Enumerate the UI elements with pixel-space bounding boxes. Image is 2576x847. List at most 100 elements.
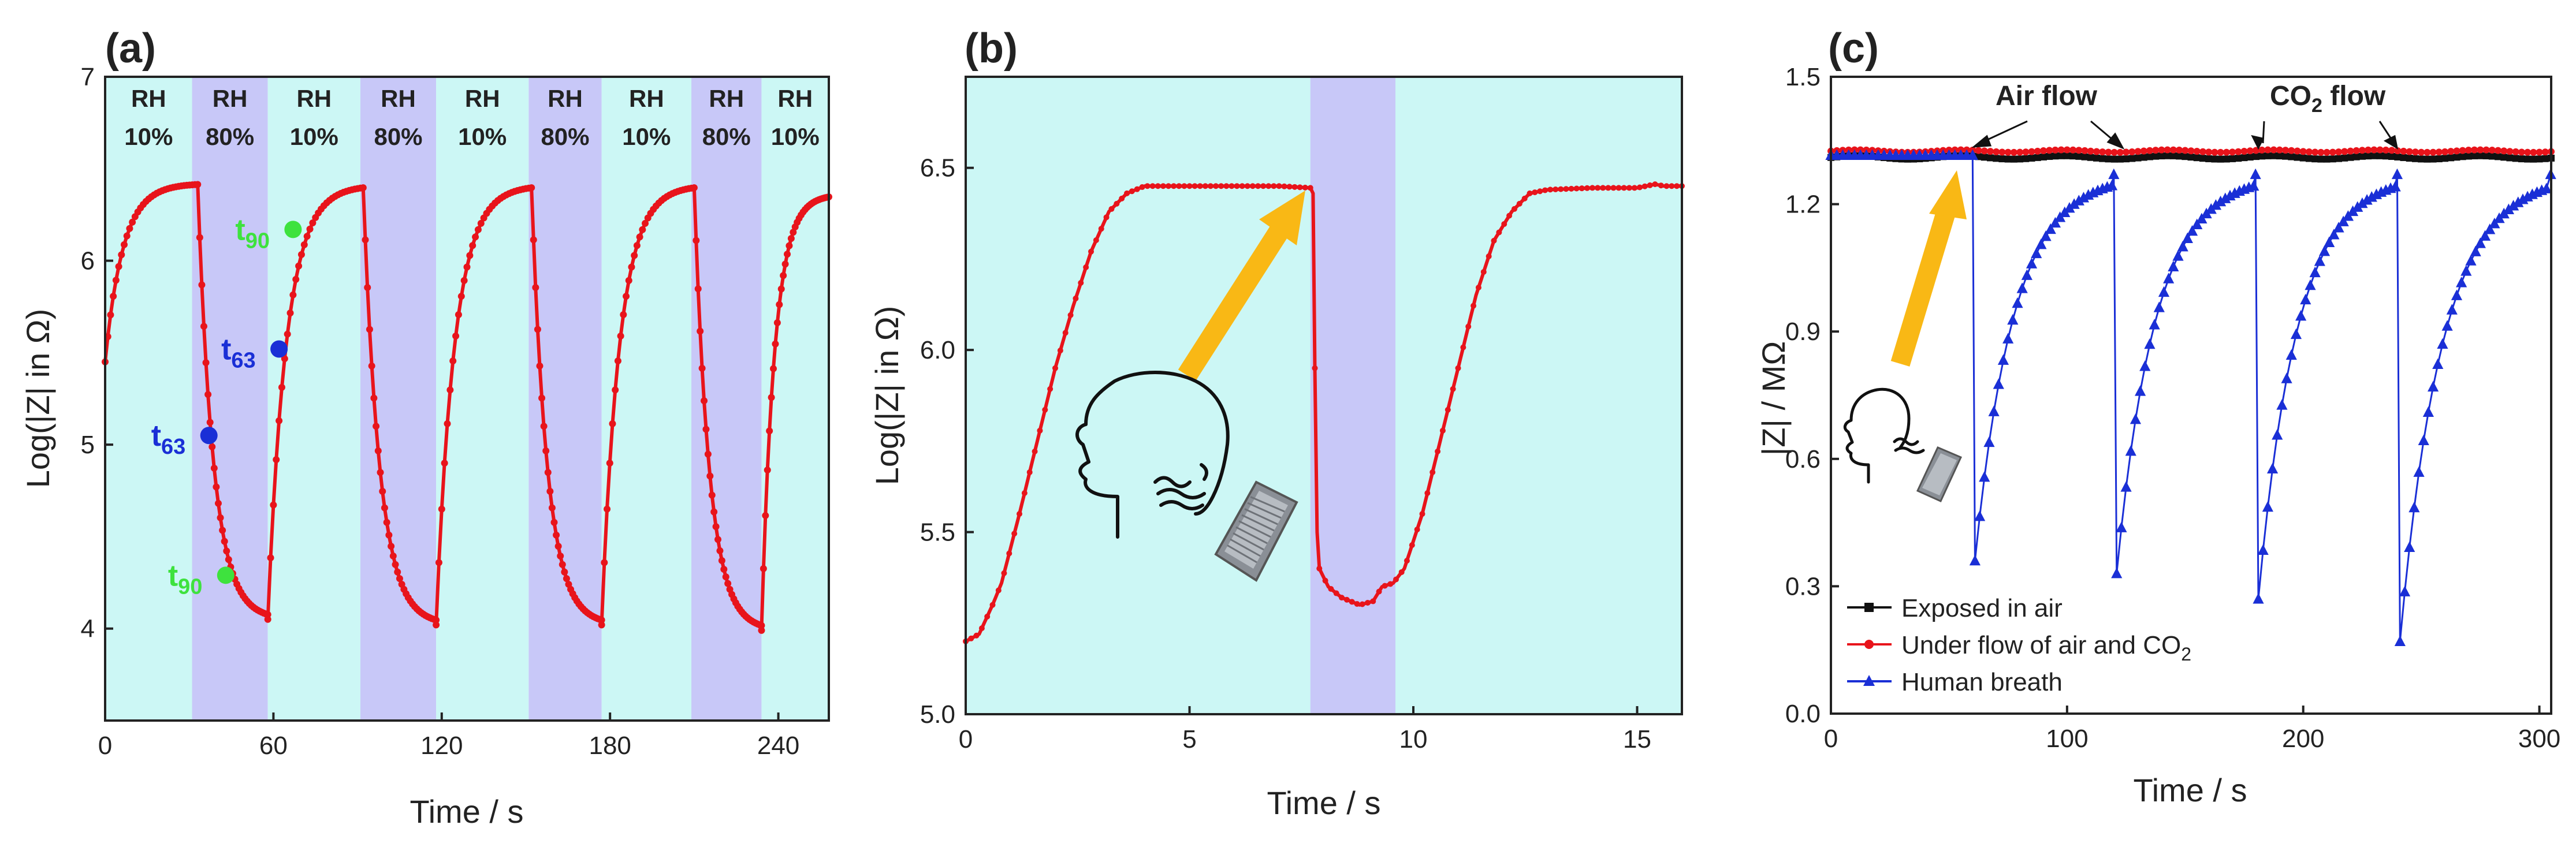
data-point xyxy=(2435,148,2443,156)
data-point xyxy=(1584,185,1590,191)
data-point xyxy=(1239,183,1245,189)
data-point xyxy=(276,417,283,424)
data-point xyxy=(1119,195,1125,202)
data-point xyxy=(2211,148,2218,156)
data-point xyxy=(1144,183,1151,189)
data-point xyxy=(2429,155,2437,163)
data-point xyxy=(396,575,403,583)
data-point xyxy=(2370,152,2378,159)
data-point xyxy=(460,277,468,284)
data-point xyxy=(370,394,378,402)
data-point xyxy=(1176,183,1182,189)
data-point xyxy=(544,469,552,476)
data-point xyxy=(2471,146,2478,154)
data-point xyxy=(1276,183,1282,189)
data-point xyxy=(2266,462,2279,474)
data-point xyxy=(1547,186,1554,193)
data-point xyxy=(620,311,627,318)
data-point xyxy=(639,226,646,233)
data-point xyxy=(2299,154,2307,162)
data-point xyxy=(2257,544,2269,555)
data-point xyxy=(720,566,728,573)
data-point xyxy=(289,291,297,298)
data-point xyxy=(2191,218,2203,229)
data-point xyxy=(2456,277,2467,288)
data-point xyxy=(374,447,382,454)
data-point xyxy=(1460,344,1466,350)
data-point xyxy=(1527,190,1533,196)
data-point xyxy=(530,236,537,244)
data-point xyxy=(724,580,732,587)
x-tick-label: 10 xyxy=(1399,725,1428,753)
data-point xyxy=(286,309,294,317)
data-point xyxy=(1998,148,2006,156)
data-point xyxy=(2294,147,2301,155)
data-point xyxy=(690,184,698,192)
x-tick-label: 300 xyxy=(2518,725,2560,753)
data-point xyxy=(2341,154,2348,162)
data-point xyxy=(472,233,479,241)
panel-b: 0 5 10 15 5.0 5.5 6.0 6.5 (b) Time / s Log(|Z|… xyxy=(869,25,1685,821)
data-point xyxy=(1202,183,1208,189)
data-point xyxy=(1052,365,1058,371)
data-point xyxy=(225,556,232,564)
data-point xyxy=(790,229,797,236)
data-point xyxy=(2022,155,2030,162)
data-point xyxy=(2541,182,2552,193)
x-tick-label: 0 xyxy=(98,732,112,760)
rh-label: RH xyxy=(629,85,664,112)
arrow-icon xyxy=(1178,191,1305,381)
data-point xyxy=(2177,240,2188,252)
x-axis-title: Time / s xyxy=(2133,772,2247,808)
data-point xyxy=(2028,148,2035,155)
data-point xyxy=(2068,198,2080,209)
data-point xyxy=(2422,406,2434,417)
data-point xyxy=(2446,304,2458,315)
data-point xyxy=(466,252,474,259)
data-point xyxy=(1986,148,1994,155)
data-point xyxy=(2329,155,2336,163)
data-point xyxy=(452,332,460,339)
data-point xyxy=(1981,154,1988,161)
data-point xyxy=(1975,147,1982,154)
data-point xyxy=(1967,149,1978,161)
legend-marker xyxy=(1864,603,1874,612)
data-point xyxy=(718,557,725,565)
data-point xyxy=(1343,596,1350,603)
time-markers: t63 t90 t63 t90 xyxy=(151,213,302,599)
data-point xyxy=(1568,185,1574,192)
data-point xyxy=(1558,186,1564,192)
data-point xyxy=(2093,148,2100,155)
data-point xyxy=(2004,155,2012,163)
data-point xyxy=(2028,154,2035,162)
data-point xyxy=(609,420,616,427)
data-point xyxy=(214,499,222,507)
data-point xyxy=(381,504,388,512)
data-point xyxy=(2357,197,2368,208)
rh-value: 10% xyxy=(290,123,338,150)
data-point xyxy=(716,547,724,554)
data-point xyxy=(2035,238,2047,249)
data-point xyxy=(2460,265,2472,276)
data-point xyxy=(1605,185,1611,191)
x-axis-ticks: 0 5 10 15 xyxy=(959,706,1651,753)
data-point xyxy=(2400,154,2407,161)
rh-label: RH xyxy=(709,85,744,112)
data-point xyxy=(110,293,117,300)
data-point xyxy=(379,487,386,495)
data-point xyxy=(1430,469,1436,475)
data-point xyxy=(2099,155,2106,162)
data-point xyxy=(1496,229,1502,236)
data-point xyxy=(2270,146,2277,154)
rh-value: 10% xyxy=(124,123,173,150)
data-point xyxy=(694,285,702,293)
data-point xyxy=(1017,511,1022,517)
data-point xyxy=(762,512,769,519)
data-point xyxy=(1207,183,1213,189)
data-point xyxy=(2169,146,2177,154)
y-axis-title: |Z| / MΩ xyxy=(1755,341,1792,456)
data-point xyxy=(2158,146,2165,154)
data-point xyxy=(2075,147,2083,154)
breath-band xyxy=(1310,77,1395,714)
data-point xyxy=(2288,147,2295,154)
